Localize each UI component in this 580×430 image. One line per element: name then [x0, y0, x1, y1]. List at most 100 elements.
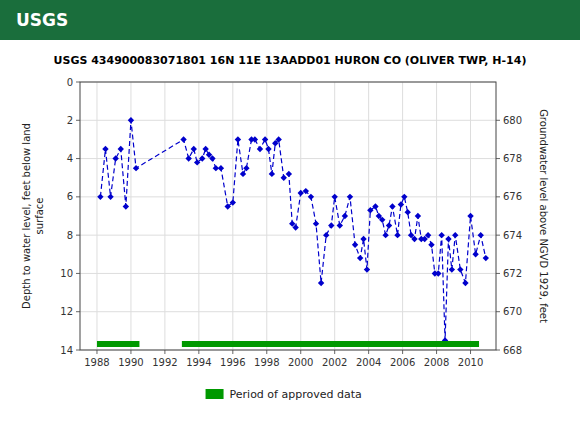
- tick-label: 2004: [356, 357, 381, 368]
- data-point: [452, 232, 458, 238]
- tick-label: 676: [503, 191, 522, 202]
- data-point: [133, 165, 139, 171]
- data-point: [235, 136, 241, 142]
- data-point: [252, 136, 258, 142]
- grid-line: [232, 82, 233, 350]
- data-point: [435, 270, 441, 276]
- tick: [496, 273, 500, 274]
- tick: [76, 350, 80, 351]
- data-point: [218, 165, 224, 171]
- data-point: [428, 242, 434, 248]
- data-point: [405, 209, 411, 215]
- data-point: [347, 194, 353, 200]
- tick-label: 678: [503, 153, 522, 164]
- data-point: [123, 203, 129, 209]
- tick-label: 680: [503, 115, 522, 126]
- data-point: [194, 159, 200, 165]
- tick: [266, 350, 267, 354]
- data-point: [328, 222, 334, 228]
- tick-label: 1992: [152, 357, 177, 368]
- data-point: [360, 236, 366, 242]
- data-point: [398, 201, 404, 207]
- data-point: [394, 232, 400, 238]
- data-point: [230, 199, 236, 205]
- data-point: [415, 213, 421, 219]
- data-point: [292, 224, 298, 230]
- grid-line: [80, 311, 496, 312]
- tick: [496, 311, 500, 312]
- tick-label: 1998: [254, 357, 279, 368]
- tick-label: 0: [67, 77, 73, 88]
- data-point: [457, 266, 463, 272]
- data-point: [303, 188, 309, 194]
- grid-line: [436, 82, 437, 350]
- data-point: [275, 136, 281, 142]
- data-point: [382, 232, 388, 238]
- tick-label: 4: [67, 153, 73, 164]
- tick-label: 670: [503, 306, 522, 317]
- data-point: [180, 136, 186, 142]
- data-point: [401, 194, 407, 200]
- grid-line: [300, 82, 301, 350]
- data-point: [425, 232, 431, 238]
- tick: [130, 350, 131, 354]
- tick: [496, 235, 500, 236]
- data-point: [372, 203, 378, 209]
- data-point: [483, 255, 489, 261]
- approved-period: [97, 341, 139, 347]
- approved-period: [182, 341, 479, 347]
- data-point: [97, 194, 103, 200]
- tick: [368, 350, 369, 354]
- grid-line: [80, 158, 496, 159]
- tick: [232, 350, 233, 354]
- tick: [164, 350, 165, 354]
- data-point: [352, 242, 358, 248]
- data-point: [313, 220, 319, 226]
- tick-label: 10: [60, 268, 73, 279]
- grid-line: [80, 196, 496, 197]
- tick-label: 674: [503, 230, 522, 241]
- grid-line: [80, 120, 496, 121]
- tick: [76, 82, 80, 83]
- tick-label: 2006: [390, 357, 415, 368]
- legend: Period of approved data: [206, 388, 362, 401]
- grid: [80, 82, 496, 350]
- y-axis-label: Depth to water level, feet below landsur…: [21, 123, 45, 309]
- axes: 1988199019921994199619982000200220042006…: [60, 77, 522, 369]
- data-point: [269, 171, 275, 177]
- data-point: [262, 136, 268, 142]
- grid-line: [80, 235, 496, 236]
- grid-line: [198, 82, 199, 350]
- header-banner: [0, 0, 580, 40]
- tick: [76, 311, 80, 312]
- grid-line: [402, 82, 403, 350]
- data-point: [243, 165, 249, 171]
- data-point: [318, 280, 324, 286]
- data-point: [281, 175, 287, 181]
- data-point: [209, 155, 215, 161]
- data-point: [323, 232, 329, 238]
- tick: [334, 350, 335, 354]
- data-point: [257, 146, 263, 152]
- data-point: [478, 232, 484, 238]
- chart: USGSUSGS 434900083071801 16N 11E 13AADD0…: [0, 0, 580, 430]
- data-point: [411, 236, 417, 242]
- data-point: [331, 194, 337, 200]
- data-point: [364, 266, 370, 272]
- data-point: [379, 217, 385, 223]
- tick: [496, 158, 500, 159]
- data-point: [445, 236, 451, 242]
- grid-line: [368, 82, 369, 350]
- tick-label: 672: [503, 268, 522, 279]
- y-axis-label-line: Depth to water level, feet below land: [21, 123, 32, 309]
- tick-label: 2002: [322, 357, 347, 368]
- tick-label: 1988: [84, 357, 109, 368]
- tick-label: 2010: [458, 357, 483, 368]
- tick: [76, 235, 80, 236]
- grid-line: [266, 82, 267, 350]
- data-point: [102, 146, 108, 152]
- plot-area: [80, 82, 496, 350]
- tick-label: 1996: [220, 357, 245, 368]
- data-point: [472, 251, 478, 257]
- tick-label: 2000: [288, 357, 313, 368]
